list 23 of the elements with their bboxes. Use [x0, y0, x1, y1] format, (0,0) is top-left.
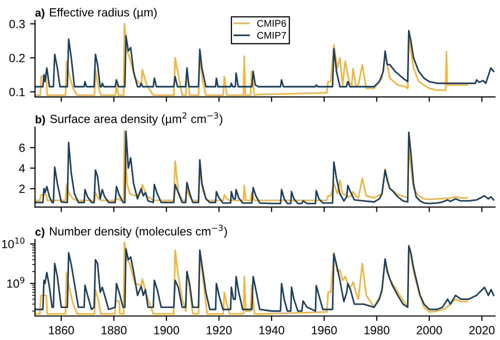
y-tick-label: 0.1 — [9, 88, 25, 96]
x-tick-label: 1940 — [259, 326, 284, 334]
x-tick-label: 1960 — [312, 326, 337, 334]
x-tick-label: 1860 — [49, 326, 74, 334]
y-tick-label: 0.3 — [9, 20, 25, 28]
y-tick-label: 2 — [19, 184, 25, 193]
y-tick-label: 10$^{10}$ — [2, 238, 24, 248]
y-tick-label: 10$^{9}$ — [7, 277, 24, 288]
legend-label: CMIP6 — [257, 20, 286, 27]
x-tick-label: 2000 — [416, 326, 442, 334]
x-tick-label: 1900 — [154, 326, 180, 334]
legend-label: CMIP7 — [257, 32, 286, 39]
x-tick-label: 1980 — [364, 326, 390, 334]
x-tick-label: 1920 — [206, 326, 232, 334]
chart-title: a) Effective radius (µm) — [35, 8, 157, 19]
chart-title: c) Number density (molecules cm$^{−3}$) — [35, 224, 227, 238]
chart-title: b) Surface area density (µm$^{2}$ cm$^{−3}$) — [36, 112, 222, 126]
y-tick-label: 4 — [18, 164, 25, 172]
line-series — [35, 30, 494, 88]
y-tick-label: 0.2 — [9, 54, 25, 62]
y-tick-label: 6 — [19, 144, 25, 152]
x-tick-label: 2020 — [469, 326, 495, 334]
x-tick-label: 1880 — [102, 326, 127, 334]
